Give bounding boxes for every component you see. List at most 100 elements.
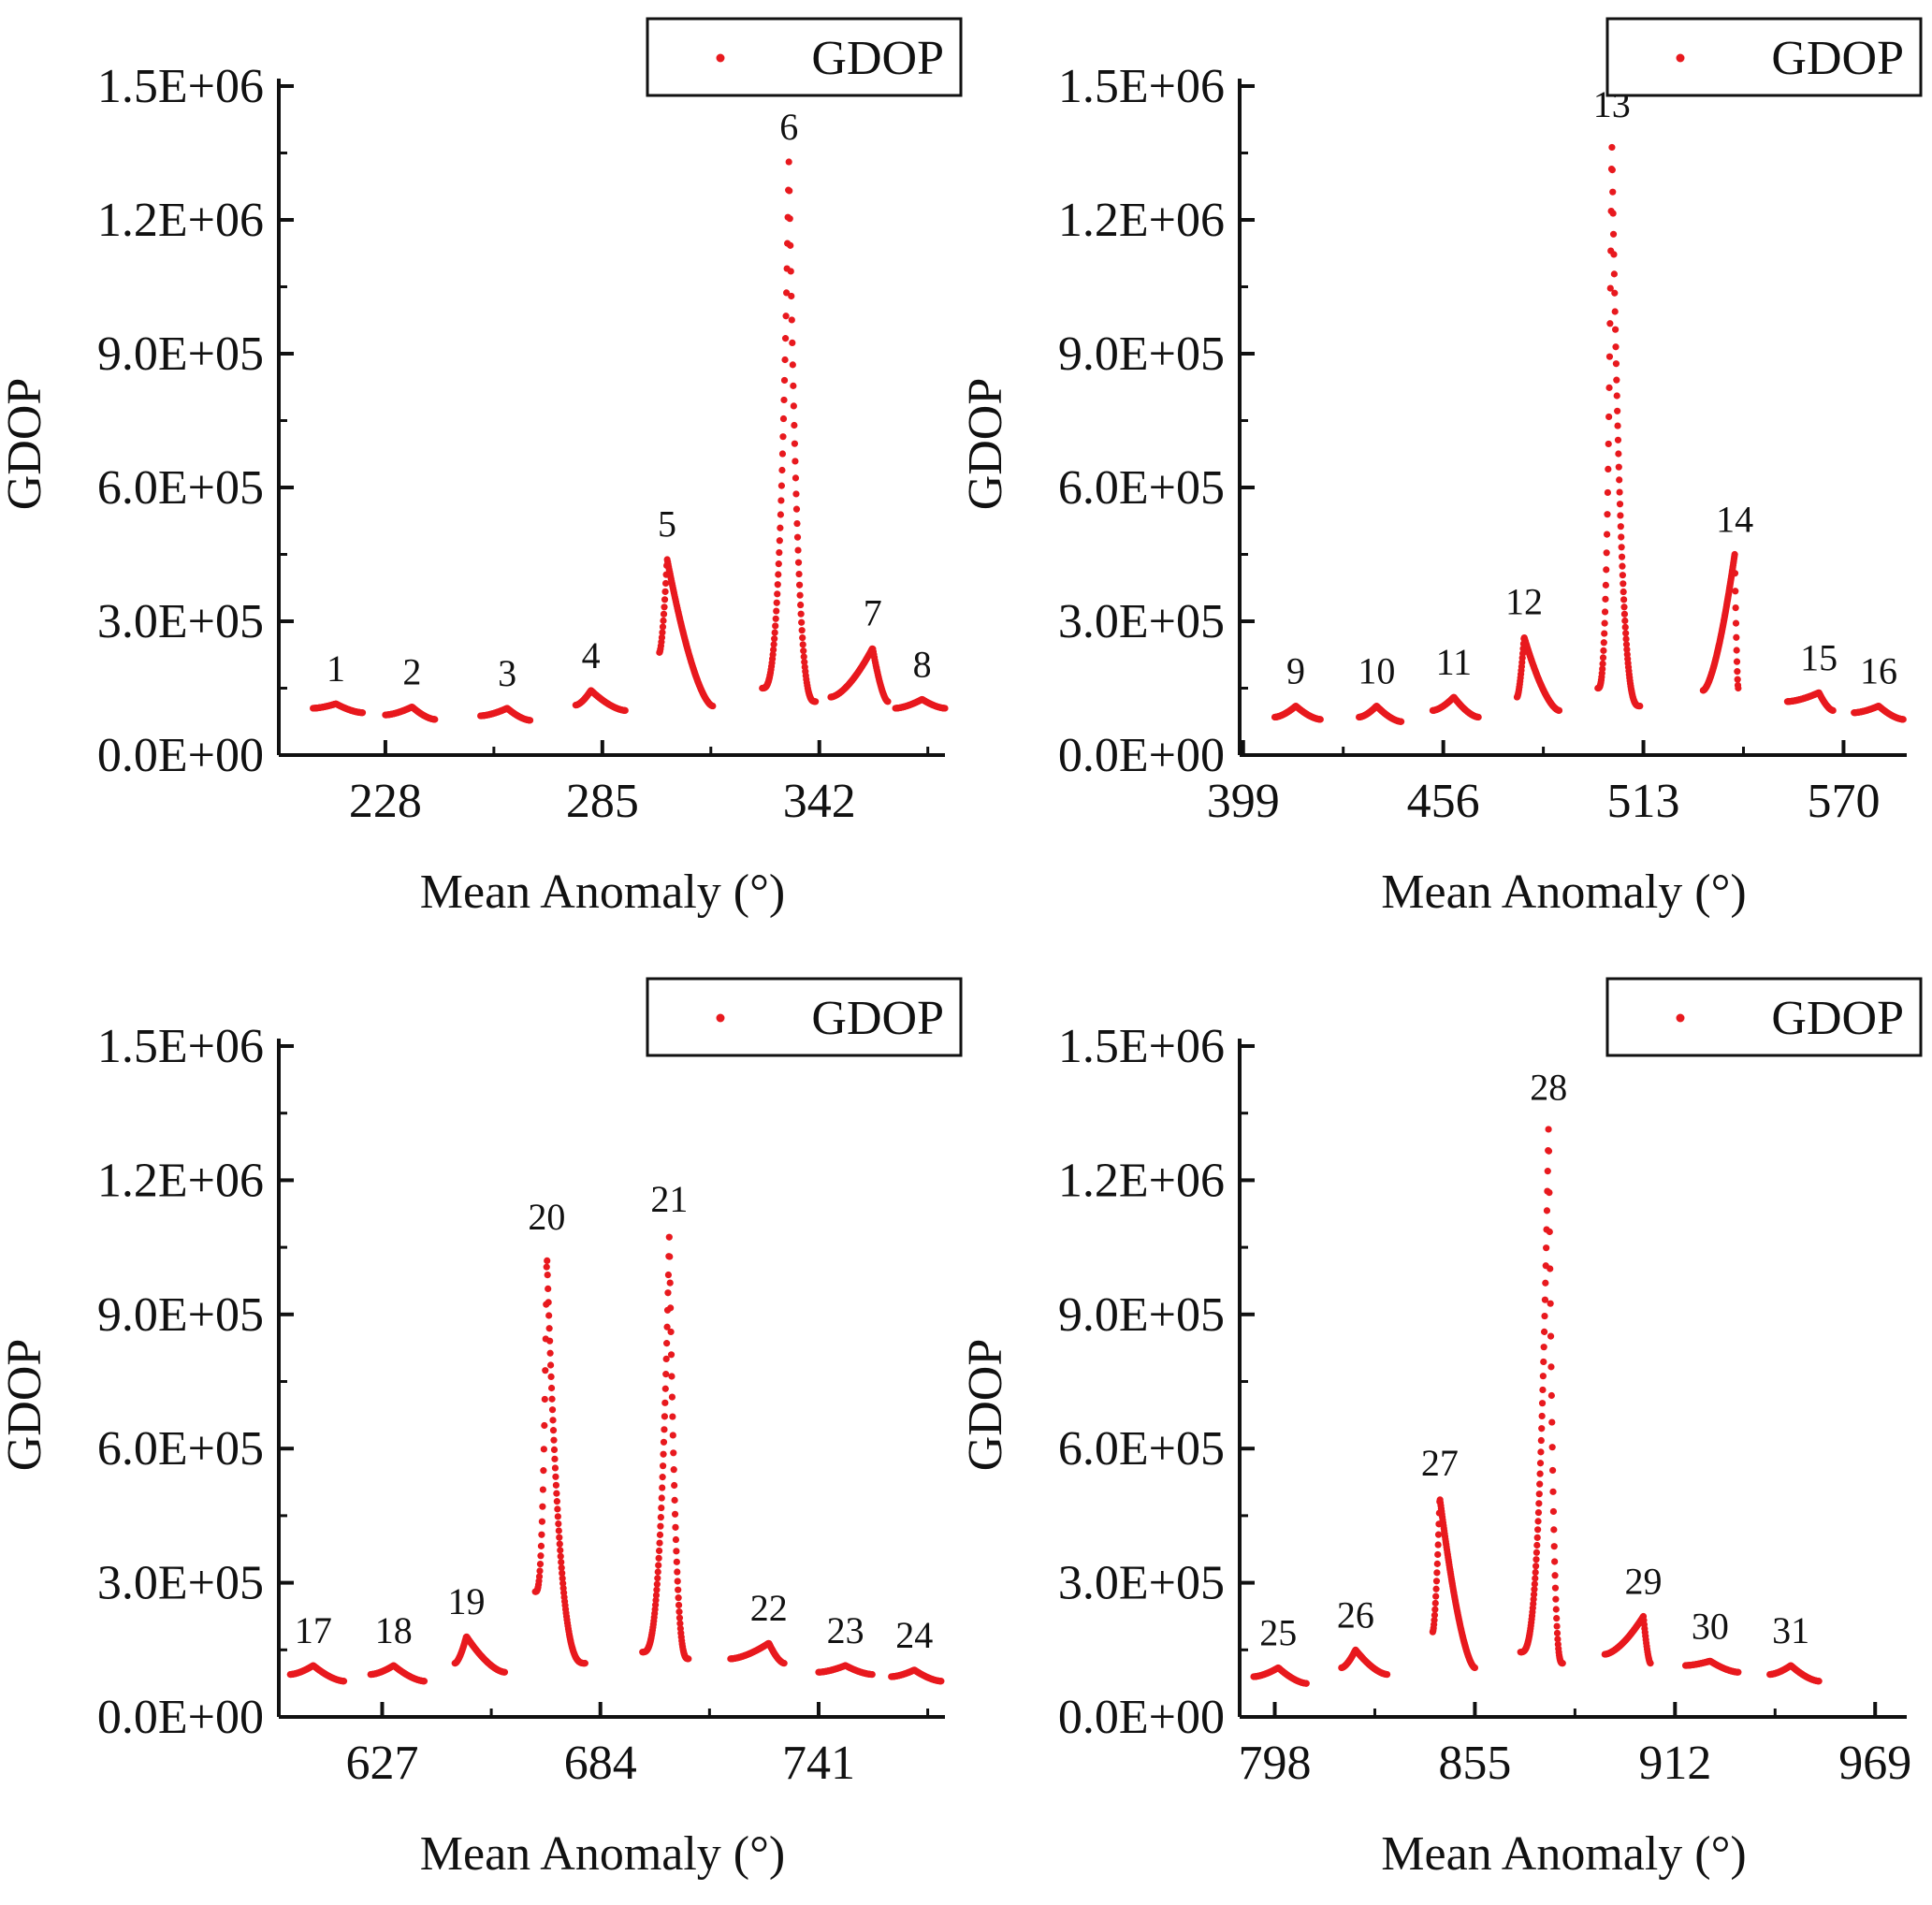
- gdop-point: [1614, 422, 1621, 429]
- gdop-point: [659, 1474, 666, 1481]
- legend-label: GDOP: [1771, 992, 1904, 1045]
- gdop-peak-28: 28: [1517, 1066, 1567, 1667]
- gdop-point: [1612, 326, 1620, 333]
- gdop-point: [1599, 660, 1606, 667]
- x-axis-title: Mean Anomaly (°): [1381, 1827, 1746, 1881]
- series-gdop: 25 26 27 28 29 30 31: [1250, 1066, 1823, 1687]
- gdop-point: [537, 1552, 545, 1560]
- y-tick-label: 9.0E+05: [1058, 1288, 1225, 1342]
- peak-label: 26: [1337, 1593, 1374, 1636]
- gdop-point: [792, 490, 800, 498]
- gdop-point: [1432, 1578, 1441, 1585]
- peak-label: 4: [582, 634, 601, 676]
- gdop-point: [1616, 476, 1623, 484]
- gdop-point: [1553, 1629, 1562, 1637]
- gdop-point: [670, 1466, 677, 1474]
- x-tick-label: 570: [1807, 775, 1880, 828]
- gdop-point: [789, 361, 796, 369]
- gdop-point: [1535, 1500, 1543, 1507]
- gdop-point: [781, 335, 790, 342]
- gdop-point: [672, 1523, 679, 1531]
- gdop-point: [661, 603, 668, 611]
- peak-label: 19: [448, 1580, 486, 1622]
- gdop-point: [1542, 1279, 1549, 1287]
- gdop-point: [552, 1473, 559, 1480]
- gdop-peak-3: 3: [477, 652, 534, 724]
- y-axis-title: GDOP: [959, 378, 1012, 511]
- y-tick-label: 0.0E+00: [97, 729, 264, 782]
- gdop-point: [775, 560, 782, 568]
- gdop-point: [539, 1486, 546, 1493]
- gdop-point: [792, 458, 799, 465]
- legend-label: GDOP: [811, 992, 944, 1045]
- gdop-point: [1732, 619, 1740, 627]
- gdop-point: [1316, 716, 1324, 723]
- gdop-peak-1: 1: [310, 647, 367, 717]
- gdop-point: [884, 698, 892, 705]
- gdop-point: [536, 1561, 545, 1568]
- y-tick-label: 1.2E+06: [1058, 1154, 1225, 1207]
- gdop-point: [541, 1421, 548, 1430]
- gdop-point: [1620, 588, 1627, 596]
- peak-label: 2: [402, 651, 421, 693]
- peak-label: 10: [1358, 650, 1395, 692]
- gdop-point: [799, 633, 806, 642]
- gdop-peak-19: 19: [448, 1580, 509, 1676]
- gdop-point: [669, 1413, 676, 1420]
- gdop-point: [1615, 450, 1622, 458]
- gdop-point: [1434, 1550, 1442, 1559]
- gdop-point: [799, 641, 806, 648]
- gdop-point: [1605, 353, 1614, 360]
- gdop-point: [675, 1601, 683, 1609]
- y-tick-label: 0.0E+00: [1058, 1691, 1225, 1744]
- gdop-point: [812, 698, 820, 705]
- gdop-point: [658, 1494, 665, 1502]
- gdop-point: [1603, 566, 1610, 574]
- y-tick-label: 3.0E+05: [97, 1557, 264, 1610]
- gdop-peak-11: 11: [1429, 641, 1482, 721]
- x-axis-title: Mean Anomaly (°): [1381, 865, 1746, 919]
- gdop-point: [1613, 392, 1620, 400]
- gdop-point: [549, 1417, 557, 1424]
- gdop-point: [526, 717, 534, 724]
- gdop-point: [1547, 1332, 1555, 1340]
- gdop-point: [779, 433, 787, 441]
- gdop-point: [675, 1608, 683, 1616]
- gdop-point: [1547, 1265, 1554, 1272]
- gdop-point: [1432, 1592, 1440, 1600]
- x-tick-label: 342: [783, 775, 856, 828]
- gdop-point: [420, 1678, 429, 1685]
- y-tick-label: 1.5E+06: [1058, 1020, 1225, 1073]
- gdop-point: [1533, 1534, 1541, 1541]
- y-tick-label: 1.5E+06: [97, 60, 264, 113]
- gdop-point: [671, 1481, 678, 1490]
- gdop-point: [1540, 1328, 1548, 1335]
- gdop-point: [1540, 1358, 1547, 1366]
- legend: GDOP: [1605, 17, 1923, 97]
- gdop-point: [1617, 512, 1624, 519]
- gdop-point: [1543, 1244, 1550, 1252]
- gdop-point: [539, 1503, 546, 1510]
- gdop-peak-8: 8: [892, 643, 949, 712]
- gdop-point: [1548, 1444, 1556, 1451]
- gdop-point: [1537, 1448, 1545, 1456]
- gdop-point: [1541, 1312, 1548, 1320]
- gdop-point: [777, 524, 784, 531]
- gdop-point: [1534, 1518, 1542, 1525]
- gdop-point: [1614, 436, 1622, 444]
- y-axis-title: GDOP: [0, 378, 51, 511]
- gdop-point: [1532, 1575, 1539, 1582]
- peak-label: 22: [750, 1587, 788, 1629]
- gdop-point: [1559, 1660, 1566, 1667]
- gdop-point: [941, 705, 949, 712]
- gdop-point: [658, 633, 666, 641]
- gdop-point: [786, 187, 793, 195]
- gdop-point: [550, 1446, 559, 1453]
- gdop-point: [1614, 407, 1621, 414]
- gdop-peak-23: 23: [815, 1609, 876, 1679]
- gdop-point: [666, 1253, 674, 1260]
- gdop-point: [1829, 706, 1837, 714]
- gdop-point: [673, 1558, 680, 1565]
- x-tick-label: 456: [1407, 775, 1480, 828]
